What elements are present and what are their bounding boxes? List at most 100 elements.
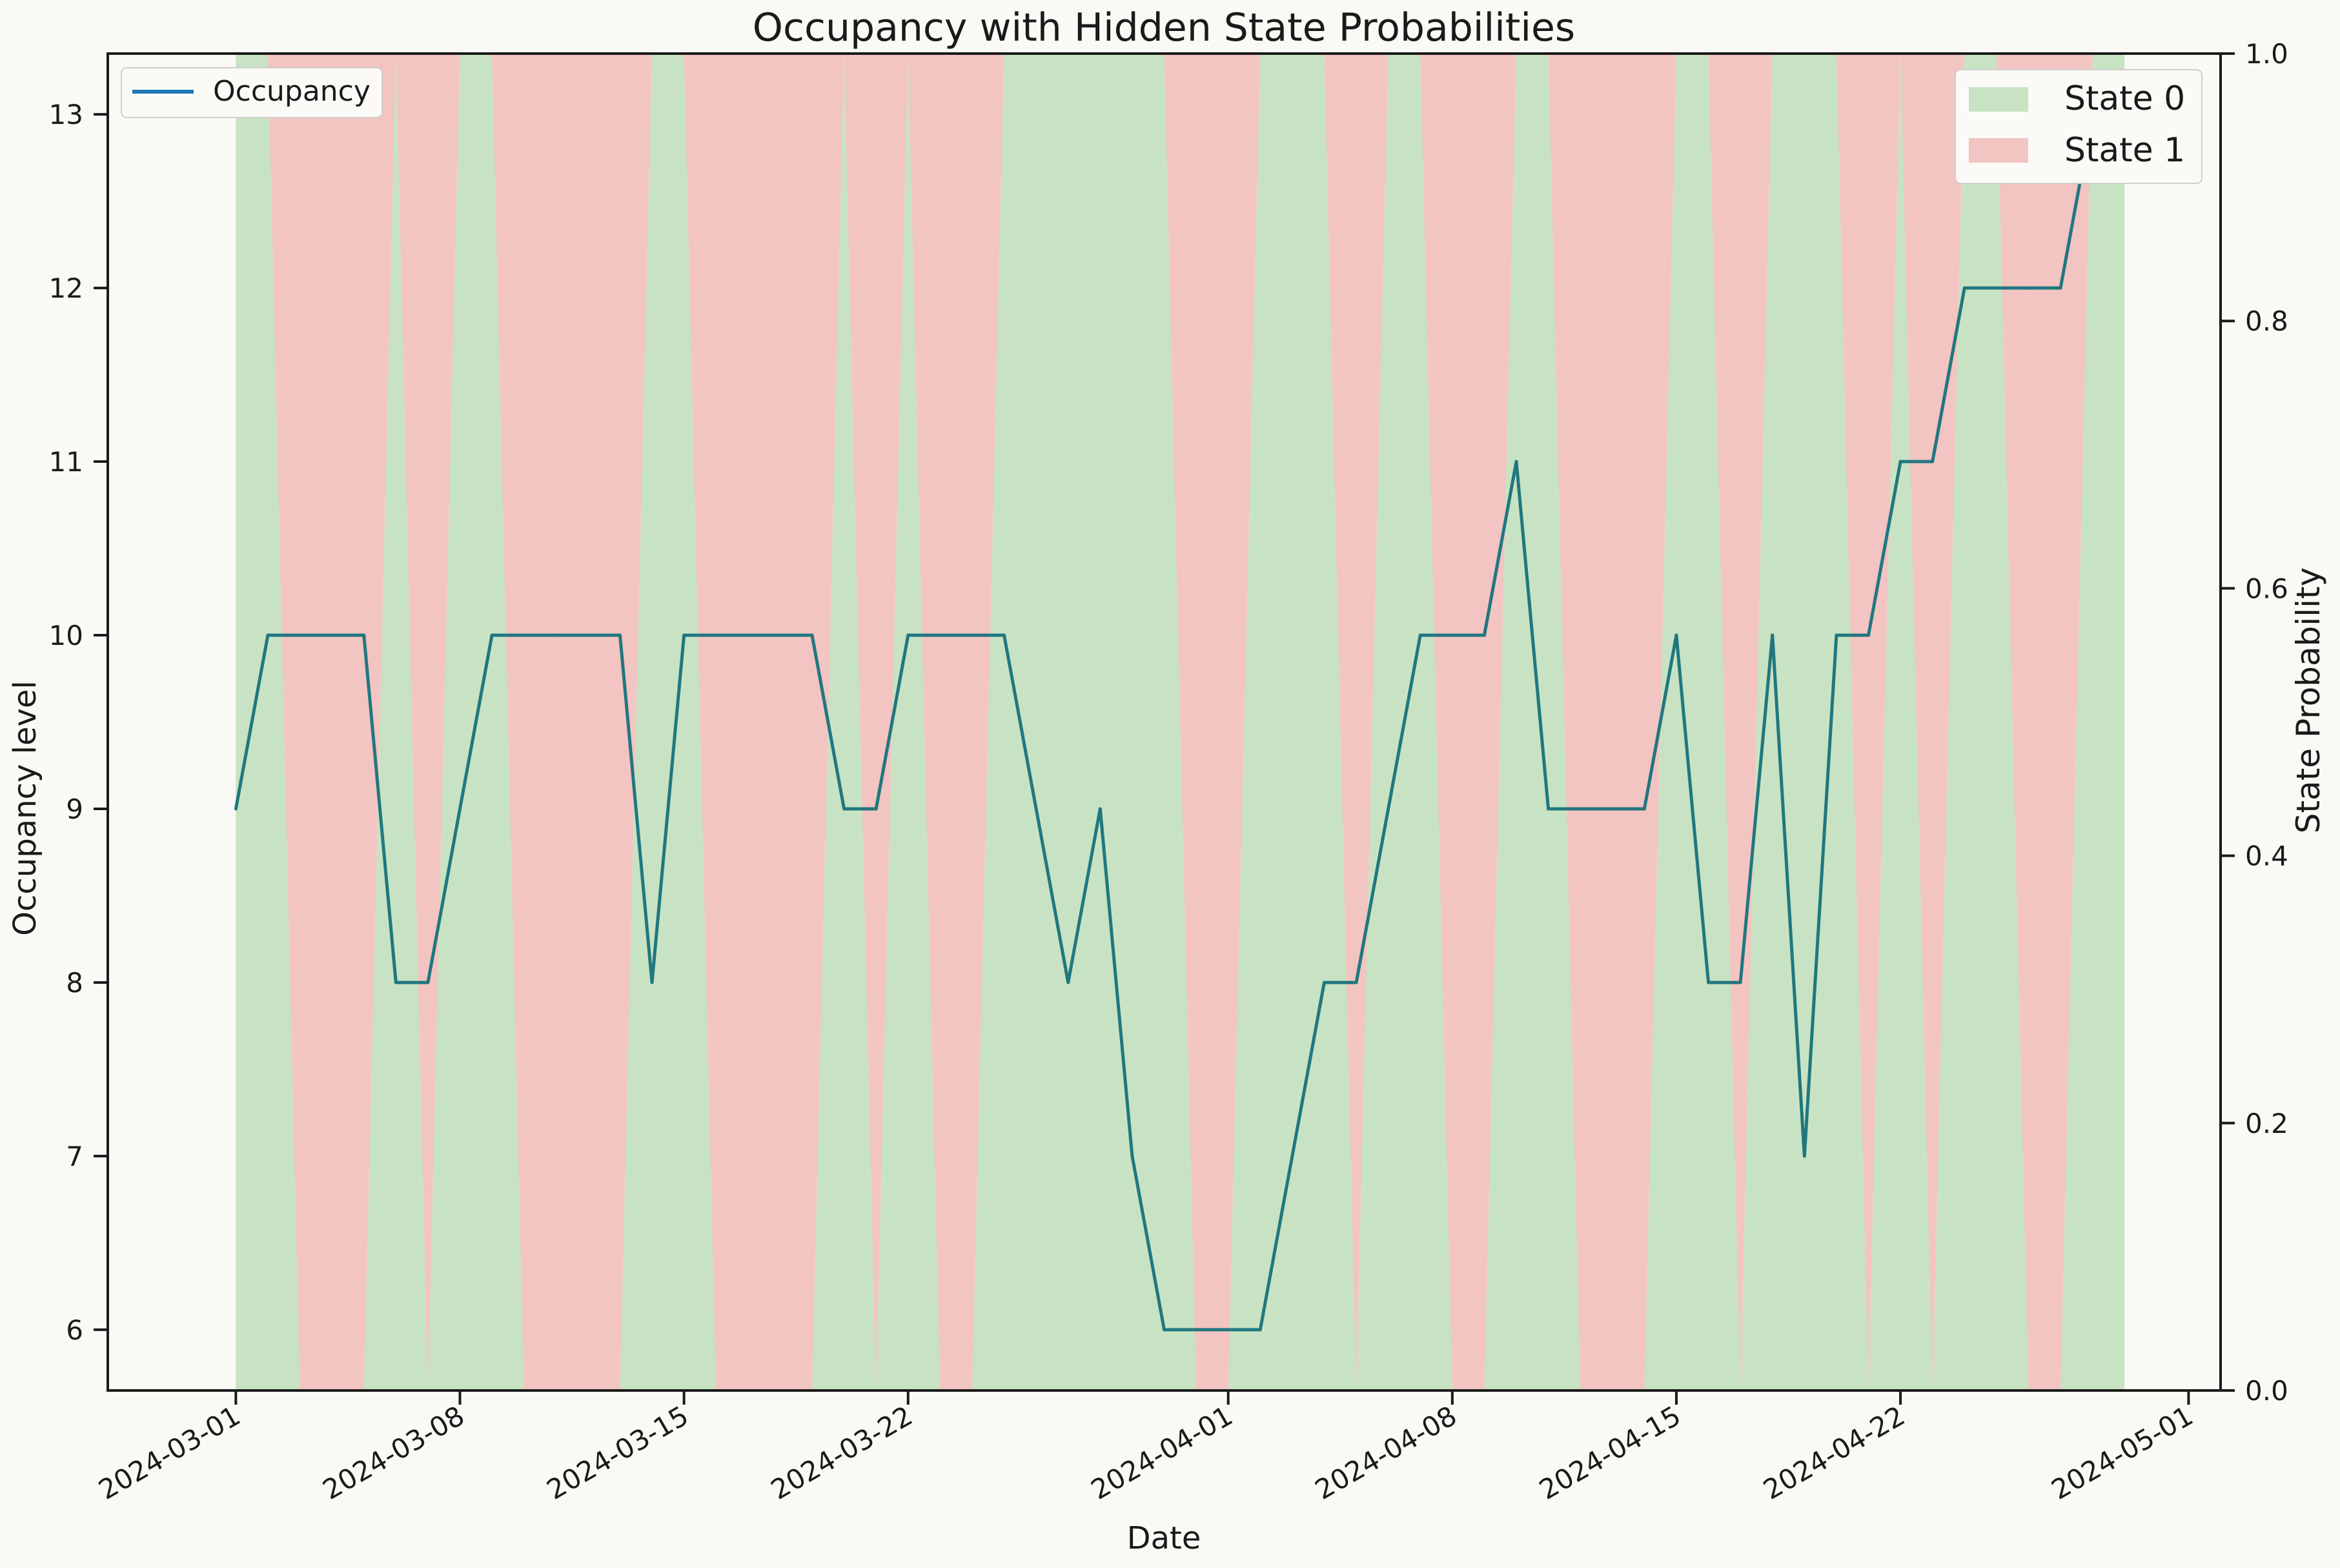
x-axis-label: Date	[1127, 1520, 1201, 1556]
x-tick-label: 2024-05-01	[2046, 1400, 2199, 1505]
y-tick-label: 12	[49, 272, 83, 304]
y-tick-label: 9	[66, 793, 83, 825]
x-tick-label: 2024-04-15	[1534, 1400, 1686, 1505]
occupancy-point	[1322, 981, 1326, 984]
occupancy-point	[1163, 1328, 1166, 1332]
x-tick-label: 2024-03-01	[93, 1400, 245, 1505]
chart-title: Occupancy with Hidden State Probabilitie…	[753, 5, 1575, 50]
occupancy-point	[970, 633, 974, 637]
x-tick-label: 2024-04-01	[1086, 1400, 1238, 1505]
occupancy-line-layer	[234, 112, 2126, 1332]
occupancy-point	[1098, 807, 1102, 811]
occupancy-point	[810, 633, 814, 637]
occupancy-point	[650, 981, 654, 984]
occupancy-point	[1898, 460, 1902, 463]
y-tick-label: 6	[66, 1314, 83, 1346]
occupancy-legend-box	[121, 67, 383, 118]
occupancy-legend: Occupancy	[121, 67, 383, 118]
occupancy-point	[714, 633, 718, 637]
y-right-tick-label: 0.4	[2245, 840, 2288, 872]
occupancy-point	[1194, 1328, 1198, 1332]
y-tick-label: 8	[66, 967, 83, 999]
occupancy-point	[1226, 1328, 1230, 1332]
occupancy-point	[1034, 807, 1038, 811]
x-tick-label: 2024-03-15	[542, 1400, 694, 1505]
y-tick-label: 10	[49, 620, 83, 651]
occupancy-point	[2026, 286, 2030, 290]
occupancy-point	[1387, 807, 1390, 811]
occupancy-legend-label: Occupancy	[213, 75, 371, 108]
y-axis-label-right: State Probability	[2290, 567, 2327, 834]
occupancy-point	[1482, 633, 1486, 637]
state-0-legend-swatch	[1969, 87, 2028, 112]
occupancy-point	[1707, 981, 1711, 984]
y-axis-label-left: Occupancy level	[7, 680, 43, 935]
occupancy-point	[554, 633, 558, 637]
occupancy-point	[778, 633, 782, 637]
state-0-area	[236, 54, 2125, 1390]
x-tick-label: 2024-03-22	[766, 1400, 918, 1505]
occupancy-point	[1867, 633, 1870, 637]
occupancy-point	[1931, 460, 1935, 463]
y-right-tick-label: 1.0	[2245, 38, 2288, 70]
occupancy-point	[1514, 460, 1518, 463]
occupancy-point	[490, 633, 494, 637]
occupancy-point	[746, 633, 750, 637]
occupancy-point	[2059, 286, 2062, 290]
occupancy-point	[1130, 1154, 1134, 1158]
occupancy-point	[266, 633, 270, 637]
occupancy-point	[1290, 1154, 1294, 1158]
occupancy-point	[586, 633, 590, 637]
occupancy-point	[1418, 633, 1422, 637]
occupancy-point	[874, 807, 878, 811]
occupancy-point	[1995, 286, 1999, 290]
occupancy-point	[1835, 633, 1838, 637]
occupancy-point	[330, 633, 334, 637]
occupancy-point	[362, 633, 366, 637]
state-1-legend-label: State 1	[2064, 131, 2185, 170]
state-legend: State 0 State 1	[1955, 69, 2203, 184]
occupancy-point	[522, 633, 526, 637]
y-right-tick-label: 0.8	[2245, 305, 2288, 337]
occupancy-point	[1547, 807, 1551, 811]
occupancy-point	[1771, 633, 1775, 637]
occupancy-point	[1578, 807, 1582, 811]
occupancy-line	[234, 112, 2125, 1332]
occupancy-point	[938, 633, 942, 637]
occupancy-point	[1258, 1328, 1262, 1332]
occupancy-point	[1611, 807, 1614, 811]
occupancy-point	[1642, 807, 1646, 811]
y-right-tick-label: 0.2	[2245, 1108, 2288, 1139]
occupancy-point	[1802, 1154, 1806, 1158]
state-1-legend-swatch	[1969, 138, 2028, 163]
occupancy-point	[298, 633, 302, 637]
occupancy-point	[682, 633, 686, 637]
y-tick-label: 13	[49, 99, 83, 130]
occupancy-point	[906, 633, 910, 637]
occupancy-point	[426, 981, 430, 984]
occupancy-point	[1354, 981, 1358, 984]
occupancy-point	[1962, 286, 1966, 290]
occupancy-point	[842, 807, 846, 811]
occupancy-point	[394, 981, 398, 984]
y-right-tick-label: 0.0	[2245, 1375, 2288, 1407]
y-right-tick-label: 0.6	[2245, 573, 2288, 604]
occupancy-point	[1066, 981, 1070, 984]
plot-frame	[107, 52, 2222, 1392]
occupancy-point	[1738, 981, 1742, 984]
x-tick-label: 2024-04-22	[1758, 1400, 1910, 1505]
occupancy-point	[234, 807, 238, 811]
occupancy-point	[458, 807, 462, 811]
y-tick-label: 11	[49, 446, 83, 478]
state-0-legend-label: State 0	[2064, 79, 2185, 118]
occupancy-point	[1002, 633, 1006, 637]
state-1-area	[236, 54, 2125, 1390]
occupancy-point	[1450, 633, 1454, 637]
x-tick-label: 2024-04-08	[1310, 1400, 1462, 1505]
y-tick-label: 7	[66, 1141, 83, 1172]
occupancy-point	[618, 633, 622, 637]
state-probability-bands	[236, 54, 2125, 1390]
x-tick-label: 2024-03-08	[318, 1400, 470, 1505]
occupancy-point	[1674, 633, 1678, 637]
